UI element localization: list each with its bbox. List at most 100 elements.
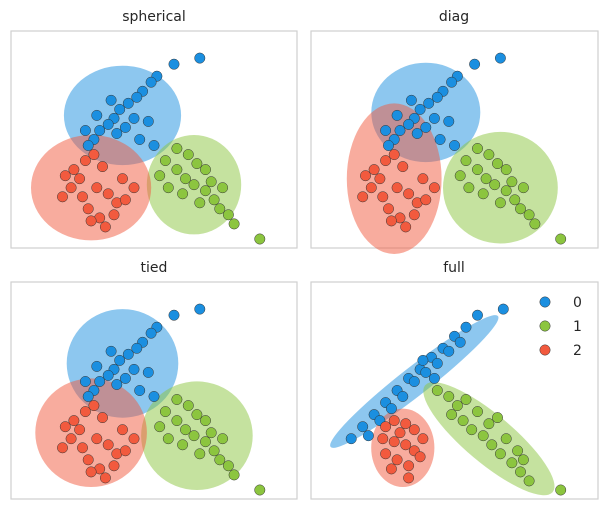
scatter-point-cluster-1 xyxy=(472,143,483,154)
scatter-point-cluster-0 xyxy=(119,372,131,384)
scatter-point-cluster-1 xyxy=(191,409,203,421)
subplot-tied: tied xyxy=(10,260,298,500)
scatter-point-cluster-1 xyxy=(182,149,194,161)
scatter-point-cluster-1 xyxy=(254,484,266,496)
legend-marker-0 xyxy=(539,296,551,308)
scatter-point-cluster-1 xyxy=(515,203,526,215)
subplot-title: spherical xyxy=(122,9,185,25)
scatter-point-cluster-2 xyxy=(377,433,389,445)
scatter-point-cluster-0 xyxy=(423,97,435,109)
scatter-point-cluster-1 xyxy=(529,218,541,230)
scatter-point-cluster-2 xyxy=(403,460,415,472)
scatter-point-cluster-2 xyxy=(408,209,420,221)
scatter-point-cluster-0 xyxy=(148,391,160,402)
scatter-point-cluster-1 xyxy=(228,469,240,481)
scatter-point-cluster-1 xyxy=(188,430,200,442)
scatter-point-cluster-1 xyxy=(494,448,506,460)
scatter-point-cluster-0 xyxy=(114,354,126,366)
scatter-point-cluster-0 xyxy=(411,128,423,139)
scatter-point-cluster-1 xyxy=(523,209,535,221)
scatter-point-cluster-1 xyxy=(217,433,229,445)
scatter-point-cluster-0 xyxy=(91,109,103,121)
scatter-point-cluster-2 xyxy=(380,421,392,433)
scatter-point-cluster-1 xyxy=(517,454,529,466)
scatter-point-cluster-1 xyxy=(454,170,466,182)
scatter-point-cluster-0 xyxy=(391,109,403,121)
scatter-point-cluster-0 xyxy=(194,52,206,64)
subplot-title: tied xyxy=(141,260,168,276)
scatter-point-cluster-0 xyxy=(408,376,420,387)
scatter-point-cluster-0 xyxy=(431,357,443,369)
scatter-point-cluster-2 xyxy=(68,164,80,176)
scatter-point-cluster-0 xyxy=(122,348,134,360)
scatter-point-cluster-2 xyxy=(59,421,71,433)
points-layer xyxy=(345,303,567,496)
scatter-point-cluster-2 xyxy=(428,182,440,194)
scatter-point-cluster-2 xyxy=(360,170,371,182)
scatter-point-cluster-1 xyxy=(159,406,171,418)
scatter-point-cluster-1 xyxy=(177,188,189,200)
subplot-title: diag xyxy=(439,9,469,25)
scatter-point-cluster-2 xyxy=(119,445,131,457)
scatter-point-cluster-2 xyxy=(79,406,91,418)
scatter-point-cluster-0 xyxy=(142,366,154,378)
scatter-point-cluster-0 xyxy=(102,118,114,130)
scatter-point-cluster-2 xyxy=(368,164,380,176)
scatter-point-cluster-0 xyxy=(397,391,409,402)
scatter-point-cluster-0 xyxy=(91,360,103,372)
scatter-point-cluster-1 xyxy=(555,233,567,245)
points-layer xyxy=(357,52,567,245)
scatter-point-cluster-2 xyxy=(128,182,140,194)
scatter-point-cluster-0 xyxy=(434,134,446,145)
scatter-point-cluster-2 xyxy=(68,415,80,427)
scatter-point-cluster-1 xyxy=(200,415,211,427)
scatter-point-cluster-2 xyxy=(383,203,394,215)
scatter-point-cluster-1 xyxy=(200,436,211,448)
legend-marker-2 xyxy=(539,344,551,356)
scatter-point-cluster-2 xyxy=(59,170,71,182)
scatter-point-cluster-2 xyxy=(377,191,389,203)
scatter-point-cluster-0 xyxy=(469,58,481,70)
scatter-point-cluster-0 xyxy=(431,91,443,103)
scatter-point-cluster-0 xyxy=(405,94,417,106)
scatter-point-cluster-1 xyxy=(154,421,166,433)
scatter-point-cluster-1 xyxy=(477,430,489,442)
scatter-point-cluster-0 xyxy=(105,94,117,106)
scatter-point-cluster-0 xyxy=(105,345,117,357)
scatter-point-cluster-0 xyxy=(134,134,146,145)
scatter-point-cluster-2 xyxy=(400,418,412,430)
legend-label-1: 1 xyxy=(573,319,582,335)
scatter-point-cluster-1 xyxy=(500,185,512,197)
scatter-point-cluster-0 xyxy=(111,379,123,390)
scatter-point-cluster-0 xyxy=(145,76,157,88)
scatter-point-cluster-1 xyxy=(200,185,211,197)
subplot-full: full 0 1 2 xyxy=(310,260,599,500)
scatter-point-cluster-2 xyxy=(414,451,426,463)
scatter-point-cluster-2 xyxy=(97,161,108,173)
scatter-point-cluster-1 xyxy=(171,415,183,427)
scatter-point-cluster-1 xyxy=(460,394,472,405)
scatter-point-cluster-2 xyxy=(420,194,432,206)
scatter-point-cluster-2 xyxy=(77,191,88,203)
scatter-point-cluster-0 xyxy=(383,140,394,151)
scatter-point-cluster-0 xyxy=(131,342,143,354)
scatter-point-cluster-2 xyxy=(91,182,103,194)
scatter-point-cluster-0 xyxy=(385,403,397,415)
scatter-point-cluster-0 xyxy=(497,303,509,315)
legend-label-2: 2 xyxy=(573,343,582,359)
scatter-point-cluster-1 xyxy=(523,475,535,487)
scatter-point-cluster-1 xyxy=(451,400,463,412)
scatter-point-cluster-2 xyxy=(82,203,94,215)
scatter-point-cluster-0 xyxy=(128,363,140,375)
scatter-point-cluster-2 xyxy=(117,424,128,436)
scatter-point-cluster-2 xyxy=(91,433,103,445)
scatter-point-cluster-1 xyxy=(154,170,166,182)
scatter-point-cluster-0 xyxy=(82,140,94,151)
scatter-point-cluster-0 xyxy=(443,345,455,357)
scatter-point-cluster-2 xyxy=(102,188,114,200)
scatter-point-cluster-0 xyxy=(194,303,206,315)
scatter-point-cluster-1 xyxy=(555,484,567,496)
scatter-point-cluster-0 xyxy=(428,112,440,124)
scatter-point-cluster-1 xyxy=(180,424,191,436)
scatter-point-cluster-1 xyxy=(208,194,220,206)
